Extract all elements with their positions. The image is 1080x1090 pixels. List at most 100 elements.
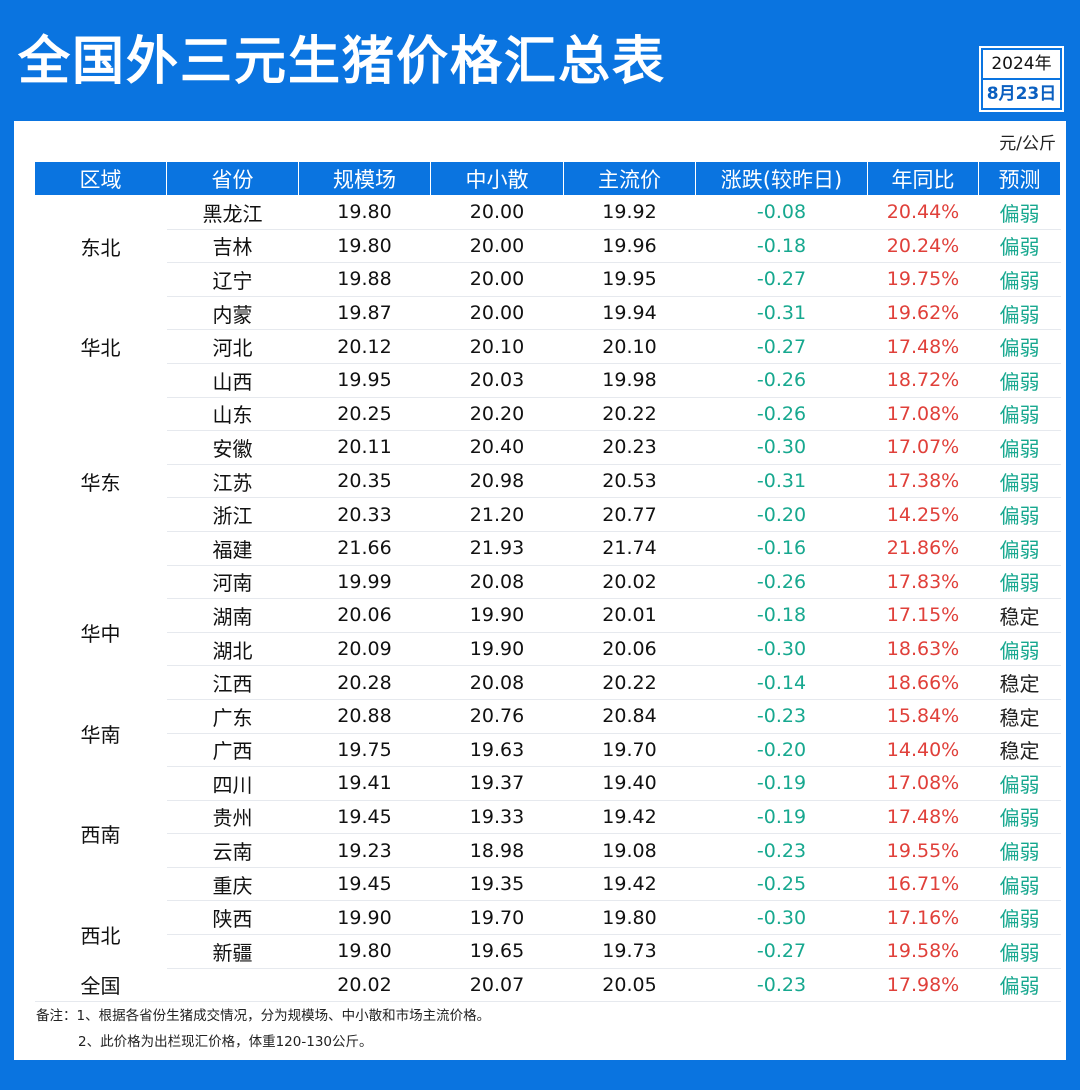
cell-small: 19.63 [430,733,564,768]
region-cell: 华中 [80,621,121,646]
cell-forecast: 稳定 [978,699,1061,734]
cell-main: 19.42 [563,867,696,902]
column-header: 主流价 [563,161,696,196]
cell-main: 20.05 [563,968,696,1003]
cell-scale: 20.12 [298,329,431,364]
table-row: 华中 河南 19.99 20.08 20.02 -0.26 17.83% 偏弱 [35,565,1061,646]
page-title: 全国外三元生猪价格汇总表 [18,32,667,92]
cell-main: 20.53 [563,464,696,499]
cell-yoy: 14.40% [867,733,979,768]
cell-scale: 19.45 [298,867,431,902]
cell-change: -0.23 [695,833,868,868]
notes: 备注：1、根据各省份生猪成交情况，分为规模场、中小散和市场主流价格。 2、此价格… [36,1003,490,1055]
table-row: 河北 20.12 20.10 20.10 -0.27 17.48% 偏弱 [35,329,1061,364]
table-row: 安徽 20.11 20.40 20.23 -0.30 17.07% 偏弱 [35,430,1061,465]
cell-main: 19.70 [563,733,696,768]
cell-forecast: 偏弱 [978,766,1061,801]
table-row: 山西 19.95 20.03 19.98 -0.26 18.72% 偏弱 [35,363,1061,398]
cell-main: 20.84 [563,699,696,734]
cell-yoy: 19.58% [867,934,979,969]
cell-province: 四川 [166,766,299,801]
cell-scale: 21.66 [298,531,431,566]
national-row: 全国 20.02 20.07 20.05 -0.23 17.98% 偏弱 [34,968,1061,1003]
cell-small: 20.00 [430,262,564,297]
cell-scale: 19.45 [298,800,431,835]
cell-yoy: 14.25% [867,497,979,532]
cell-province: 重庆 [166,867,299,902]
column-header: 规模场 [298,161,431,196]
cell-main: 20.22 [563,665,696,700]
cell-yoy: 17.48% [867,329,979,364]
cell-forecast: 偏弱 [978,968,1061,1003]
table-row: 江西 20.28 20.08 20.22 -0.14 18.66% 稳定 [35,665,1061,700]
cell-change: -0.30 [695,900,868,936]
column-header: 中小散 [430,161,564,196]
cell-main: 20.23 [563,430,696,465]
cell-province: 湖南 [166,598,299,633]
cell-change: -0.23 [695,699,868,734]
cell-scale: 20.11 [298,430,431,465]
table-row: 吉林 19.80 20.00 19.96 -0.18 20.24% 偏弱 [35,229,1061,264]
cell-scale: 20.02 [298,968,431,1003]
cell-main: 19.98 [563,363,696,398]
cell-main: 19.40 [563,766,696,801]
table-row: 辽宁 19.88 20.00 19.95 -0.27 19.75% 偏弱 [35,262,1061,297]
cell-small: 20.10 [430,329,564,364]
cell-scale: 20.25 [298,397,431,432]
cell-forecast: 偏弱 [978,397,1061,432]
cell-change: -0.16 [695,531,868,566]
cell-small: 19.90 [430,632,564,667]
cell-change: -0.30 [695,430,868,465]
cell-change: -0.27 [695,329,868,364]
cell-province: 陕西 [166,900,299,936]
cell-scale: 20.28 [298,665,431,700]
region-cell: 华南 [80,722,121,747]
table-row: 新疆 19.80 19.65 19.73 -0.27 19.58% 偏弱 [35,934,1061,969]
cell-small: 21.20 [430,497,564,532]
cell-province: 云南 [166,833,299,868]
cell-province: 安徽 [166,430,299,465]
table-row: 贵州 19.45 19.33 19.42 -0.19 17.48% 偏弱 [35,800,1061,835]
cell-province: 福建 [166,531,299,566]
region-cell: 东北 [80,235,121,260]
cell-main: 19.95 [563,262,696,297]
cell-small: 20.00 [430,195,564,230]
cell-forecast: 偏弱 [978,363,1061,398]
cell-forecast: 偏弱 [978,497,1061,532]
cell-small: 20.40 [430,430,564,465]
cell-yoy: 21.86% [867,531,979,566]
cell-yoy: 18.72% [867,363,979,398]
cell-change: -0.20 [695,733,868,768]
cell-yoy: 18.63% [867,632,979,667]
cell-yoy: 20.44% [867,195,979,230]
table-row: 东北 黑龙江 19.80 20.00 19.92 -0.08 20.44% 偏弱 [35,195,1061,260]
cell-small: 20.08 [430,565,564,600]
cell-main: 19.08 [563,833,696,868]
cell-main: 19.94 [563,296,696,331]
cell-scale: 19.80 [298,195,431,230]
cell-province: 广东 [166,699,299,734]
cell-small: 19.70 [430,900,564,936]
cell-small: 21.93 [430,531,564,566]
cell-change: -0.18 [695,229,868,264]
region-cell: 华北 [80,336,121,361]
cell-small: 20.20 [430,397,564,432]
cell-province: 内蒙 [166,296,299,331]
cell-yoy: 18.66% [867,665,979,700]
cell-forecast: 偏弱 [978,800,1061,835]
cell-change: -0.19 [695,766,868,801]
cell-change: -0.27 [695,934,868,969]
cell-province: 江西 [166,665,299,700]
column-header: 预测 [978,161,1061,196]
cell-forecast: 偏弱 [978,195,1061,230]
cell-small: 20.07 [430,968,564,1003]
national-label: 全国 [34,968,299,1003]
cell-province: 山东 [166,397,299,432]
cell-yoy: 19.62% [867,296,979,331]
cell-yoy: 17.08% [867,766,979,801]
cell-yoy: 16.71% [867,867,979,902]
header-row: 区域 省份 规模场 中小散 主流价 涨跌(较昨日) 年同比 预测 [34,161,1061,196]
table-panel: 元/公斤 区域 省份 规模场 中小散 主流价 涨跌(较昨日) 年同比 预测 东北 黑龙江 19.8… [14,121,1066,1060]
cell-small: 20.98 [430,464,564,499]
cell-scale: 19.90 [298,900,431,936]
